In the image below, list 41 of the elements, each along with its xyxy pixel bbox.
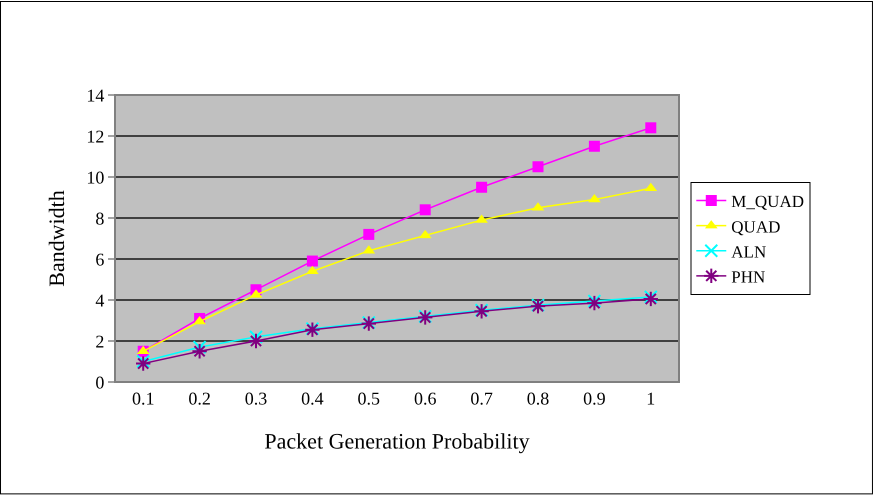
point xyxy=(587,294,602,308)
legend-label: ALN xyxy=(731,242,766,262)
point xyxy=(420,204,431,216)
y-tick-label: 14 xyxy=(86,85,104,106)
x-tick-label: 0.2 xyxy=(188,388,211,409)
y-tick-label: 0 xyxy=(95,372,104,392)
point xyxy=(306,256,318,267)
point xyxy=(642,290,659,308)
x-tick-label: 0.3 xyxy=(244,388,268,409)
point xyxy=(191,343,208,360)
x-tick-label: 0.7 xyxy=(470,388,493,409)
y-tick-label: 12 xyxy=(86,126,104,146)
x-tick-label: 0.4 xyxy=(301,388,324,409)
point xyxy=(192,340,207,354)
point xyxy=(135,355,152,372)
point xyxy=(248,332,264,350)
y-tick-label: 6 xyxy=(95,249,104,270)
x-tick-label: 0.9 xyxy=(583,388,606,409)
x-axis-title: Packet Generation Probability xyxy=(264,428,530,454)
legend-label: QUAD xyxy=(731,217,780,236)
point xyxy=(363,228,374,240)
y-axis-title: Bandwidth xyxy=(44,190,70,287)
x-tick-label: 0.6 xyxy=(414,388,436,409)
legend-label: M_QUAD xyxy=(731,192,804,212)
point xyxy=(645,122,656,134)
y-tick-label: 2 xyxy=(95,331,104,352)
y-tick-label: 4 xyxy=(95,290,104,310)
point xyxy=(588,140,600,152)
x-tick-label: 1 xyxy=(646,388,656,409)
point xyxy=(586,294,603,312)
x-tick-label: 0.1 xyxy=(132,388,154,409)
point xyxy=(249,330,263,344)
x-tick-label: 0.5 xyxy=(358,388,380,409)
y-tick-label: 10 xyxy=(86,167,104,188)
legend-label: PHN xyxy=(731,267,766,286)
point xyxy=(644,290,658,304)
x-tick-label: 0.8 xyxy=(526,388,550,409)
point xyxy=(532,161,544,172)
y-tick-label: 8 xyxy=(95,208,104,228)
point xyxy=(476,182,488,193)
point xyxy=(136,354,150,368)
